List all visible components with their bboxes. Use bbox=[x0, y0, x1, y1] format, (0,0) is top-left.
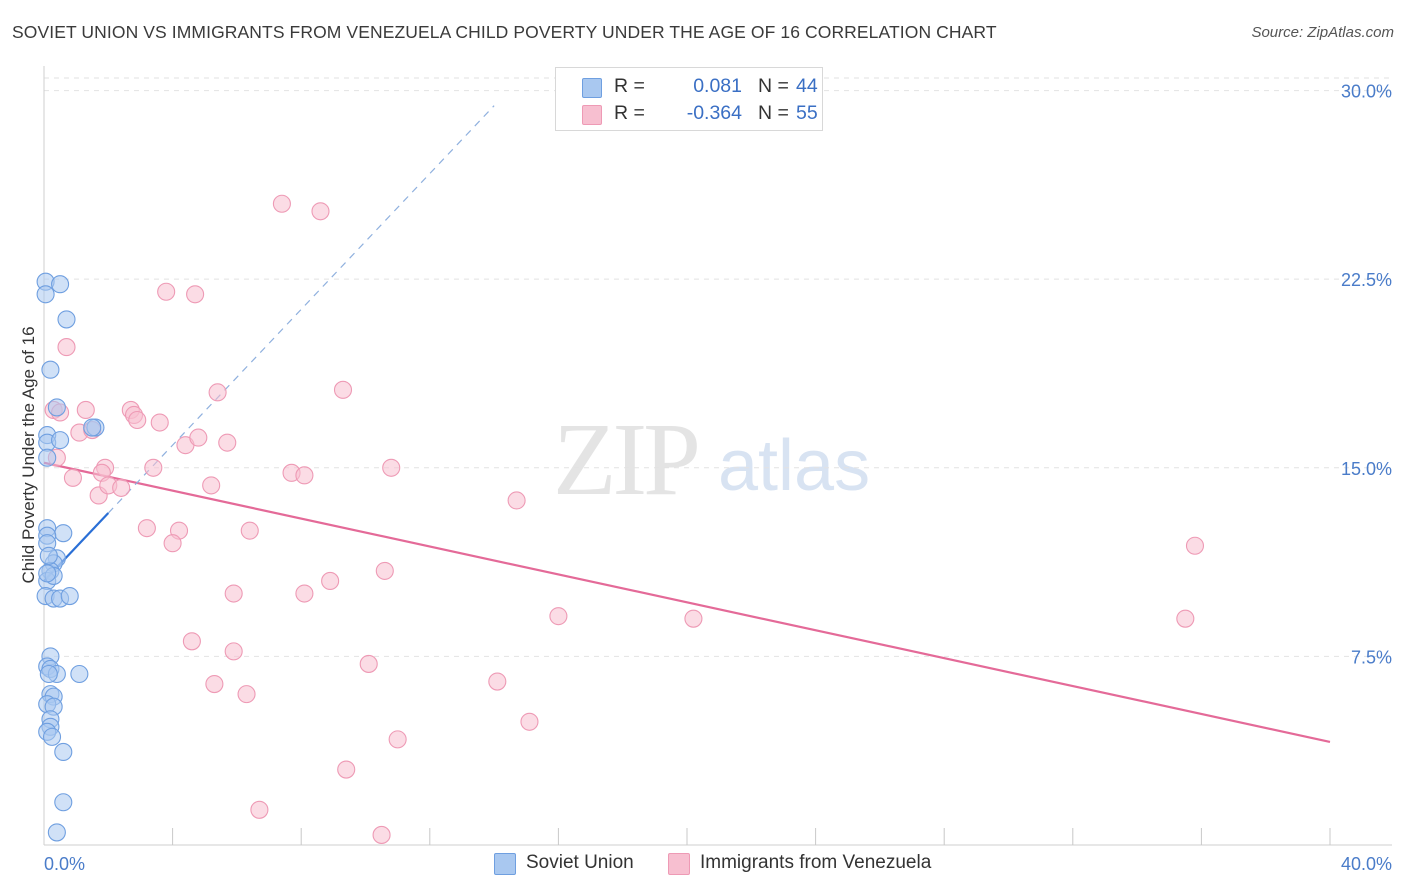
venezuela-point bbox=[488, 672, 507, 691]
venezuela-point bbox=[375, 561, 394, 580]
venezuela-point bbox=[189, 428, 208, 447]
venezuela-point bbox=[1185, 536, 1205, 555]
venezuela-point bbox=[311, 202, 330, 221]
legend-r-label: R = bbox=[614, 102, 645, 124]
venezuela-point bbox=[240, 521, 259, 540]
soviet-point bbox=[38, 564, 57, 583]
data-points bbox=[36, 194, 1205, 844]
legend-n-label: N = bbox=[758, 102, 789, 124]
venezuela-point bbox=[224, 642, 243, 661]
soviet-point bbox=[54, 524, 73, 543]
venezuela-point bbox=[520, 712, 539, 731]
venezuela-point bbox=[144, 458, 163, 477]
venezuela-point bbox=[549, 607, 568, 626]
soviet-point bbox=[51, 431, 70, 450]
venezuela-point bbox=[157, 282, 176, 301]
venezuela-point bbox=[250, 800, 269, 819]
legend-n-value: 44 bbox=[796, 75, 818, 97]
venezuela-point bbox=[295, 584, 314, 603]
venezuela-point bbox=[333, 380, 353, 399]
venezuela-point bbox=[112, 478, 131, 497]
x-tick-label: 40.0% bbox=[1341, 854, 1392, 874]
venezuela-point bbox=[272, 194, 291, 213]
legend-r-value: -0.364 bbox=[686, 102, 742, 124]
venezuela-point bbox=[237, 685, 256, 704]
venezuela-point bbox=[182, 632, 201, 651]
venezuela-point bbox=[150, 413, 169, 432]
venezuela-point bbox=[388, 730, 407, 749]
bottom-legend-swatch-soviet bbox=[494, 853, 516, 875]
venezuela-point bbox=[684, 609, 703, 628]
soviet-point bbox=[36, 285, 55, 304]
watermark-zip: ZIP bbox=[553, 402, 701, 517]
legend-r-value: 0.081 bbox=[693, 75, 742, 97]
soviet-point bbox=[42, 727, 62, 746]
soviet-point bbox=[54, 742, 73, 762]
source-credit: Source: ZipAtlas.com bbox=[1251, 24, 1394, 41]
soviet-point bbox=[57, 310, 76, 329]
venezuela-point bbox=[372, 825, 391, 844]
tick-labels: 7.5% 15.0% 22.5% 30.0% 0.0% 40.0% bbox=[44, 82, 1392, 874]
venezuela-point bbox=[359, 654, 378, 673]
venezuela-point bbox=[163, 534, 182, 553]
watermark-atlas: atlas bbox=[718, 426, 871, 506]
bottom-legend-label-soviet: Soviet Union bbox=[526, 852, 634, 873]
y-tick-label: 7.5% bbox=[1351, 647, 1392, 667]
soviet-point bbox=[54, 793, 73, 812]
soviet-point bbox=[39, 664, 58, 684]
legend-swatch-venezuela bbox=[582, 105, 602, 125]
y-tick-label: 30.0% bbox=[1341, 82, 1392, 102]
y-tick-label: 22.5% bbox=[1341, 270, 1392, 290]
soviet-point bbox=[83, 418, 102, 437]
correlation-legend: R = 0.081 N = 44 R = -0.364 N = 55 bbox=[555, 67, 823, 131]
y-tick-label: 15.0% bbox=[1341, 459, 1392, 479]
venezuela-point bbox=[218, 433, 237, 452]
bottom-legend-label-venezuela: Immigrants from Venezuela bbox=[700, 852, 932, 873]
legend-swatch-soviet bbox=[582, 78, 602, 98]
soviet-trend-extension bbox=[107, 105, 495, 514]
soviet-point bbox=[60, 586, 79, 606]
venezuela-point bbox=[1176, 609, 1195, 628]
soviet-point bbox=[39, 546, 58, 565]
bottom-legend-swatch-venezuela bbox=[668, 853, 690, 875]
venezuela-point bbox=[57, 338, 76, 357]
venezuela-point bbox=[186, 285, 205, 304]
venezuela-point bbox=[507, 491, 526, 510]
venezuela-point bbox=[321, 571, 340, 591]
soviet-point bbox=[47, 823, 66, 842]
venezuela-point bbox=[295, 466, 314, 485]
venezuela-point bbox=[128, 410, 147, 430]
soviet-point bbox=[38, 448, 57, 467]
venezuela-point bbox=[63, 468, 82, 487]
venezuela-point bbox=[224, 584, 243, 603]
venezuela-point bbox=[208, 383, 227, 402]
venezuela-point bbox=[76, 400, 95, 419]
venezuela-point bbox=[382, 458, 401, 477]
venezuela-point bbox=[337, 760, 356, 779]
venezuela-trend-line bbox=[43, 461, 1331, 743]
legend-r-label: R = bbox=[614, 75, 645, 97]
soviet-point bbox=[70, 664, 89, 684]
chart-title: SOVIET UNION VS IMMIGRANTS FROM VENEZUEL… bbox=[12, 22, 997, 42]
soviet-point bbox=[51, 275, 70, 294]
legend-n-label: N = bbox=[758, 75, 789, 97]
legend-n-value: 55 bbox=[796, 102, 818, 124]
axes bbox=[43, 66, 1392, 846]
soviet-point bbox=[47, 398, 66, 417]
y-axis-label: Child Poverty Under the Age of 16 bbox=[19, 326, 38, 583]
venezuela-point bbox=[137, 519, 156, 538]
venezuela-point bbox=[202, 476, 221, 495]
x-tick-label: 0.0% bbox=[44, 854, 85, 874]
venezuela-point bbox=[205, 675, 224, 694]
soviet-point bbox=[41, 360, 60, 379]
